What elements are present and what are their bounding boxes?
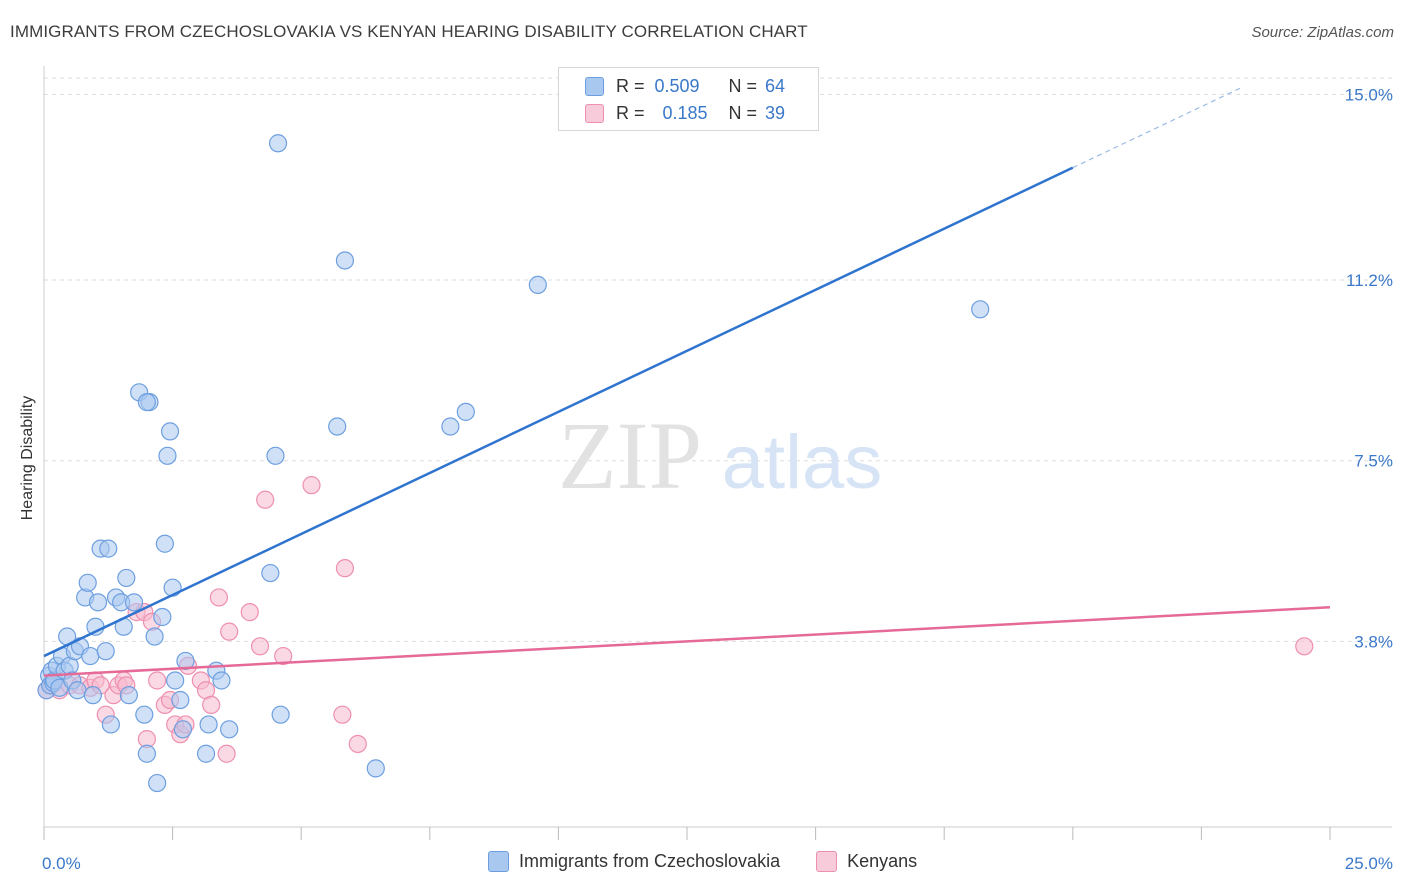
czechoslovakia-point: [199, 715, 218, 734]
czechoslovakia-point: [78, 573, 97, 592]
czechoslovakia-point: [153, 607, 172, 627]
y-tick-label: 7.5%: [1354, 452, 1393, 471]
legend-swatch-pink: [585, 103, 604, 123]
legend-n-value: 64: [765, 75, 786, 96]
kenyans-point: [209, 588, 228, 607]
czechoslovakia-point: [96, 642, 115, 661]
czechoslovakia-point: [137, 393, 156, 412]
gridlines: [44, 77, 1392, 642]
czechoslovakia-point: [160, 422, 180, 441]
series-legend: Immigrants from Czechoslovakia Kenyans: [488, 851, 953, 872]
legend-label-czechoslovakia: Immigrants from Czechoslovakia: [519, 851, 781, 871]
czechoslovakia-point: [148, 773, 167, 793]
legend-r-label: R =: [616, 75, 645, 96]
czechoslovakia-point: [68, 681, 87, 700]
kenyans-point: [217, 744, 236, 763]
czechoslovakia-point: [155, 534, 174, 553]
kenyans-point: [250, 637, 270, 656]
legend-n-label: N =: [728, 102, 758, 123]
czechoslovakia-point: [99, 539, 118, 558]
czechoslovakia-point: [335, 251, 355, 270]
czechoslovakia-point: [220, 720, 239, 739]
kenyans-point: [256, 490, 275, 509]
czechoslovakia-point: [101, 715, 120, 734]
legend-n-label: N =: [728, 75, 758, 96]
legend-swatch-pink: [816, 851, 838, 872]
kenyans-point: [274, 646, 293, 666]
trendlines: [43, 86, 1331, 677]
y-tick-label: 15.0%: [1345, 85, 1393, 104]
legend-item-kenyans[interactable]: Kenyans: [816, 851, 917, 872]
czechoslovakia-point: [158, 446, 177, 465]
x-tick-label: 0.0%: [42, 854, 81, 873]
y-tick-label: 11.2%: [1346, 271, 1393, 290]
legend-row-czechoslovakia: R = 0.509 N = 64: [585, 73, 785, 99]
kenyans-point: [1295, 637, 1314, 656]
czechoslovakia-trendline: [43, 166, 1074, 658]
x-tick-labels: 0.0% 25.0%: [42, 854, 1393, 873]
legend-row-kenyans: R = 0.185 N = 39: [585, 100, 785, 126]
czechoslovakia-point: [173, 720, 192, 739]
czechoslovakia-point: [271, 705, 290, 724]
kenyans-point: [302, 476, 321, 495]
watermark: ZIP atlas: [558, 402, 882, 509]
czechoslovakia-point: [261, 563, 280, 583]
czechoslovakia-point: [971, 300, 990, 319]
legend-item-czechoslovakia[interactable]: Immigrants from Czechoslovakia: [488, 851, 780, 872]
legend-r-value: 0.509: [654, 75, 700, 96]
czechoslovakia-point: [528, 275, 547, 294]
y-tick-labels: 3.8% 7.5% 11.2% 15.0%: [1345, 85, 1393, 651]
source-label: Source: ZipAtlas.com: [1251, 24, 1394, 41]
czechoslovakia-point: [171, 690, 190, 710]
legend-swatch-blue: [585, 76, 604, 96]
kenyans-point: [335, 559, 355, 578]
czechoslovakia-point: [441, 417, 460, 436]
kenyans-point: [348, 734, 367, 754]
czechoslovakia-point: [83, 686, 102, 705]
czechoslovakia-point: [88, 593, 108, 612]
chart-title: IMMIGRANTS FROM CZECHOSLOVAKIA VS KENYAN…: [10, 22, 808, 41]
czechoslovakia-point: [456, 402, 475, 421]
czechoslovakia-point: [137, 744, 156, 763]
czechoslovakia-point: [366, 759, 385, 778]
kenyans-point: [220, 622, 239, 641]
y-tick-label: 3.8%: [1354, 632, 1393, 651]
kenyans-point: [333, 705, 352, 724]
watermark-zip: ZIP: [558, 402, 702, 509]
czechoslovakia-point: [212, 671, 231, 690]
axes: [43, 66, 1392, 840]
legend-r-value: 0.185: [662, 102, 708, 123]
czechoslovakia-point: [124, 593, 144, 612]
legend-r-label: R =: [616, 102, 645, 123]
czechoslovakia-point: [176, 651, 195, 671]
correlation-legend: R = 0.509 N = 64 R = 0.185 N = 39: [558, 67, 819, 131]
kenyans-trendline: [43, 605, 1331, 677]
czechoslovakia-point: [196, 744, 216, 763]
czechoslovakia-trendline-extension: [1072, 86, 1243, 169]
czechoslovakia-point: [328, 417, 347, 436]
czechoslovakia-point: [135, 705, 154, 724]
legend-swatch-blue: [488, 851, 509, 872]
czechoslovakia-point: [119, 686, 138, 705]
czechoslovakia-point: [266, 446, 285, 465]
x-tick-label: 25.0%: [1345, 854, 1393, 873]
czechoslovakia-point: [145, 627, 164, 646]
kenyans-point: [240, 603, 259, 622]
legend-label-kenyans: Kenyans: [847, 851, 918, 871]
watermark-atlas: atlas: [722, 420, 883, 505]
kenyans-point: [202, 695, 221, 715]
czechoslovakia-point: [81, 646, 100, 666]
czechoslovakia-point: [117, 568, 136, 588]
legend-n-value: 39: [765, 102, 786, 123]
czechoslovakia-point: [166, 671, 185, 690]
czechoslovakia-point: [268, 134, 288, 153]
kenyans-point: [148, 671, 167, 690]
